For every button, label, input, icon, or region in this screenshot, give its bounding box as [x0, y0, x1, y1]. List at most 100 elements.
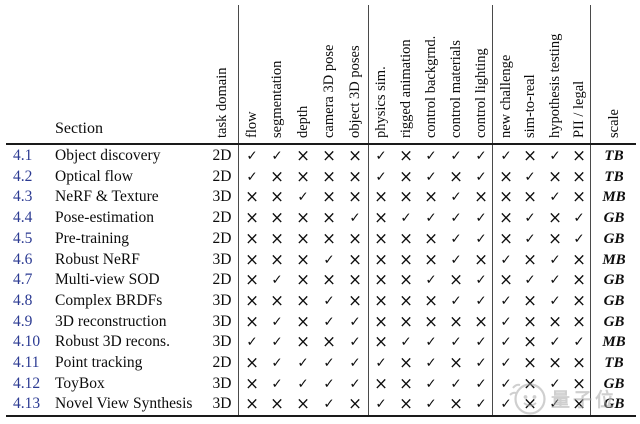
- scale-value: TB: [604, 168, 624, 185]
- task-domain-value: 3D: [212, 291, 232, 309]
- check-mark-icon: ✓: [549, 334, 561, 351]
- task-domain-value: 2D: [212, 147, 232, 164]
- col-header-control-lighting: control lighting: [472, 48, 489, 138]
- check-mark-icon: ✓: [549, 251, 561, 268]
- check-mark-icon: ✓: [425, 375, 437, 392]
- check-mark-icon: ✓: [323, 396, 335, 413]
- cross-mark-icon: ×: [572, 146, 586, 165]
- section-name: Multi-view SOD: [55, 271, 160, 289]
- check-mark-icon: ✓: [297, 355, 309, 371]
- section-number[interactable]: 4.2: [13, 167, 33, 185]
- check-mark-icon: ✓: [500, 292, 512, 309]
- cross-mark-icon: ×: [424, 311, 438, 331]
- cross-mark-icon: ×: [449, 353, 463, 372]
- cross-mark-icon: ×: [374, 187, 388, 207]
- check-mark-icon: ✓: [549, 292, 561, 309]
- cross-mark-icon: ×: [523, 311, 537, 331]
- check-mark-icon: ✓: [450, 251, 462, 268]
- cross-mark-icon: ×: [399, 166, 413, 186]
- cross-mark-icon: ×: [270, 187, 284, 207]
- cross-mark-icon: ×: [270, 228, 284, 248]
- task-domain-value: 2D: [212, 271, 232, 289]
- col-header-control-backgrnd: control backgrnd.: [422, 35, 439, 138]
- col-header-task-domain: task domain: [213, 67, 230, 138]
- check-mark-icon: ✓: [450, 230, 462, 247]
- cross-mark-icon: ×: [296, 332, 310, 352]
- cross-mark-icon: ×: [399, 394, 413, 414]
- section-name: Pre-training: [55, 229, 130, 247]
- check-mark-icon: ✓: [349, 313, 361, 330]
- section-number[interactable]: 4.3: [13, 188, 33, 206]
- check-mark-icon: ✓: [297, 189, 309, 206]
- cross-mark-icon: ×: [270, 290, 284, 310]
- section-number[interactable]: 4.12: [13, 374, 41, 392]
- section-number[interactable]: 4.11: [13, 354, 40, 371]
- scale-value: MB: [602, 251, 626, 268]
- cross-mark-icon: ×: [245, 187, 259, 207]
- cross-mark-icon: ×: [296, 270, 310, 290]
- task-domain-value: 3D: [212, 312, 232, 330]
- check-mark-icon: ✓: [323, 251, 335, 268]
- cross-mark-icon: ×: [399, 311, 413, 331]
- section-number[interactable]: 4.7: [13, 271, 33, 289]
- cross-mark-icon: ×: [296, 146, 310, 165]
- scale-value: GB: [603, 292, 625, 309]
- check-mark-icon: ✓: [450, 292, 462, 309]
- cross-mark-icon: ×: [322, 228, 336, 248]
- check-mark-icon: ✓: [475, 148, 487, 164]
- table-row: 4.9 3D reconstruction 3D × ✓ × ✓ ✓ × × × × × ✓ × × × GB: [0, 312, 640, 333]
- col-header-hypothesis-testing: hypothesis testing: [546, 33, 563, 138]
- cross-mark-icon: ×: [424, 290, 438, 310]
- check-mark-icon: ✓: [500, 334, 512, 351]
- section-number[interactable]: 4.9: [13, 312, 33, 330]
- check-mark-icon: ✓: [549, 375, 561, 392]
- cross-mark-icon: ×: [399, 353, 413, 372]
- cross-mark-icon: ×: [348, 146, 362, 165]
- section-name: Pose-estimation: [55, 209, 155, 227]
- section-number[interactable]: 4.1: [13, 147, 33, 164]
- cross-mark-icon: ×: [374, 332, 388, 352]
- table-row: 4.7 Multi-view SOD 2D × ✓ × × × × × ✓ × ✓ × ✓ ✓ × GB: [0, 270, 640, 291]
- section-number[interactable]: 4.13: [13, 395, 41, 413]
- section-number[interactable]: 4.4: [13, 209, 33, 227]
- check-mark-icon: ✓: [297, 375, 309, 392]
- section-number[interactable]: 4.10: [13, 333, 41, 351]
- section-name: Complex BRDFs: [55, 291, 163, 309]
- cross-mark-icon: ×: [245, 270, 259, 290]
- check-mark-icon: ✓: [450, 148, 462, 164]
- cross-mark-icon: ×: [245, 208, 259, 228]
- col-header-scale: scale: [605, 109, 622, 138]
- cross-mark-icon: ×: [499, 208, 513, 228]
- check-mark-icon: ✓: [375, 148, 387, 164]
- check-mark-icon: ✓: [349, 375, 361, 392]
- cross-mark-icon: ×: [270, 208, 284, 228]
- cross-mark-icon: ×: [270, 166, 284, 186]
- check-mark-icon: ✓: [425, 272, 437, 289]
- cross-mark-icon: ×: [322, 332, 336, 352]
- check-mark-icon: ✓: [475, 334, 487, 351]
- cross-mark-icon: ×: [399, 187, 413, 207]
- check-mark-icon: ✓: [549, 396, 561, 413]
- section-number[interactable]: 4.6: [13, 250, 33, 268]
- cross-mark-icon: ×: [399, 146, 413, 165]
- check-mark-icon: ✓: [271, 313, 283, 330]
- check-mark-icon: ✓: [349, 210, 361, 227]
- check-mark-icon: ✓: [524, 272, 536, 289]
- cross-mark-icon: ×: [572, 187, 586, 207]
- header-rule: [6, 143, 636, 145]
- cross-mark-icon: ×: [523, 353, 537, 372]
- check-mark-icon: ✓: [271, 375, 283, 392]
- cross-mark-icon: ×: [572, 166, 586, 186]
- cross-mark-icon: ×: [523, 290, 537, 310]
- vertical-rule: [368, 5, 370, 416]
- scale-value: MB: [602, 334, 626, 351]
- table-row: 4.5 Pre-training 2D × × × × × × × × ✓ ✓ × ✓ × ✓ GB: [0, 229, 640, 250]
- section-number[interactable]: 4.8: [13, 291, 33, 309]
- section-column-header: Section: [55, 120, 103, 137]
- table-row: 4.10 Robust 3D recons. 3D ✓ ✓ × × ✓ × ✓ ✓ ✓ ✓ ✓ × ✓ ✓ MB: [0, 332, 640, 353]
- check-mark-icon: ✓: [246, 334, 258, 351]
- cross-mark-icon: ×: [523, 394, 537, 414]
- scale-value: GB: [603, 210, 625, 227]
- section-number[interactable]: 4.5: [13, 229, 33, 247]
